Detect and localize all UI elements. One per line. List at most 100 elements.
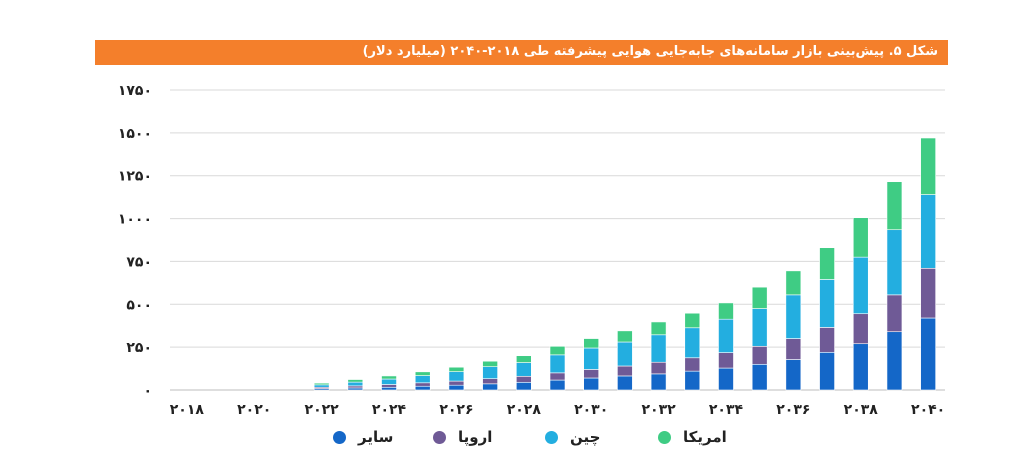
bar-segment-europe-2025 [414, 382, 431, 387]
x-axis: ۲۰۱۸ ۲۰۲۰ ۲۰۲۲ ۲۰۲۴ ۲۰۲۶ ۲۰۲۸ ۲۰۳۰ ۲۰۳۲ ۲۰۳۴ ۲۰۳۶… [170, 402, 945, 418]
bar-segment-europe-2033 [684, 357, 701, 372]
bar-segment-other-2026 [448, 384, 465, 391]
bar-segment-europe-2030 [583, 369, 599, 379]
x-tick-label: ۲۰۲۸ [507, 402, 542, 418]
bar-segment-america-2040 [920, 137, 936, 195]
bar-segment-china-2029 [549, 354, 566, 374]
legend-item-europe: اروپا [433, 428, 492, 446]
bar-segment-china-2033 [684, 327, 701, 359]
bar-segment-europe-2026 [448, 380, 465, 386]
legend-label-america: امریکا [683, 428, 727, 446]
y-tick-label: ۱۵۰۰ [118, 126, 152, 142]
legend-item-other: سایر [333, 428, 393, 446]
legend-item-america: امریکا [658, 428, 727, 446]
bar-segment-america-2024 [381, 375, 397, 380]
chart-title-bar: شکل ۵. پیش‌بینی بازار سامانه‌های جابه‌جا… [95, 40, 948, 65]
bar-segment-america-2022 [313, 382, 330, 386]
bar-segment-europe-2024 [381, 384, 397, 388]
bars [313, 137, 936, 391]
bar-segment-china-2025 [414, 375, 431, 384]
bar-segment-europe-2035 [751, 345, 768, 365]
bar-segment-other-2033 [684, 370, 701, 391]
legend-item-china: چین [545, 428, 600, 446]
bar-segment-other-2028 [516, 381, 532, 391]
bar-segment-america-2033 [684, 312, 701, 329]
bar-segment-america-2039 [886, 181, 903, 231]
bar-segment-america-2031 [617, 330, 633, 343]
y-tick-label: ۷۵۰ [126, 254, 152, 270]
bar-segment-china-2028 [516, 362, 532, 377]
x-tick-label: ۲۰۳۰ [574, 402, 608, 418]
bar-segment-europe-2031 [617, 365, 633, 377]
y-tick-label: ۱۰۰۰ [118, 212, 152, 228]
bar-segment-other-2035 [751, 363, 768, 391]
bar-segment-america-2035 [751, 286, 768, 309]
bar-segment-china-2036 [785, 294, 802, 339]
bar-segment-america-2027 [482, 360, 498, 367]
y-tick-label: ۰ [143, 383, 152, 399]
y-tick-label: ۱۷۵۰ [118, 83, 152, 99]
chart-title: شکل ۵. پیش‌بینی بازار سامانه‌های جابه‌جا… [362, 44, 938, 59]
bar-segment-other-2036 [785, 359, 802, 391]
legend-swatch-europe [433, 430, 446, 444]
legend-swatch-america [658, 430, 671, 444]
bar-segment-america-2023 [347, 379, 364, 383]
bar-segment-other-2034 [718, 367, 734, 391]
bar-segment-china-2027 [482, 366, 498, 379]
x-tick-label: ۲۰۱۸ [170, 402, 205, 418]
bar-segment-america-2029 [549, 345, 566, 356]
x-tick-label: ۲۰۲۰ [237, 402, 271, 418]
x-tick-label: ۲۰۳۸ [844, 402, 879, 418]
bar-segment-china-2034 [718, 318, 734, 353]
bar-segment-china-2026 [448, 371, 465, 382]
bar-segment-other-2031 [617, 375, 633, 391]
bar-segment-europe-2040 [920, 267, 936, 319]
bar-segment-europe-2039 [886, 294, 903, 333]
bar-segment-china-2031 [617, 341, 633, 367]
bar-segment-china-2032 [650, 334, 667, 363]
x-tick-label: ۲۰۴۰ [911, 402, 945, 418]
bar-segment-america-2034 [718, 302, 734, 320]
bar-segment-europe-2029 [549, 372, 566, 381]
bar-segment-other-2038 [852, 343, 869, 391]
bar-segment-america-2037 [819, 247, 835, 280]
legend-label-china: چین [570, 428, 601, 446]
legend-label-other: سایر [358, 428, 394, 446]
bar-segment-other-2027 [482, 383, 498, 391]
legend-label-europe: اروپا [458, 428, 493, 446]
bar-segment-china-2040 [920, 194, 936, 269]
bar-segment-other-2032 [650, 373, 667, 391]
bar-segment-other-2039 [886, 331, 903, 391]
bar-segment-america-2032 [650, 321, 667, 336]
x-tick-label: ۲۰۳۶ [776, 402, 810, 418]
y-tick-label: ۲۵۰ [126, 340, 152, 356]
bar-segment-china-2039 [886, 229, 903, 296]
bar-segment-europe-2038 [852, 313, 869, 345]
bar-segment-europe-2027 [482, 378, 498, 385]
y-axis: ۰ ۲۵۰ ۵۰۰ ۷۵۰ ۱۰۰۰ ۱۲۵۰ ۱۵۰۰ ۱۷۵۰ [118, 83, 152, 399]
bar-segment-europe-2028 [516, 375, 532, 383]
bar-segment-europe-2034 [718, 352, 734, 369]
bar-segment-europe-2032 [650, 361, 667, 375]
legend-swatch-other [333, 430, 346, 444]
x-tick-label: ۲۰۲۴ [372, 402, 407, 418]
bar-segment-other-2040 [920, 317, 936, 391]
bar-segment-america-2028 [516, 355, 532, 363]
bar-segment-other-2023 [347, 387, 364, 391]
bar-segment-china-2030 [583, 347, 599, 370]
bar-segment-other-2029 [549, 379, 566, 391]
bar-segment-china-2022 [313, 384, 330, 388]
x-tick-label: ۲۰۳۴ [709, 402, 744, 418]
x-tick-label: ۲۰۲۲ [305, 402, 340, 418]
bar-segment-china-2038 [852, 256, 869, 315]
bar-segment-europe-2023 [347, 385, 364, 389]
legend: سایر اروپا چین امریکا [0, 428, 1024, 450]
bar-segment-china-2023 [347, 381, 364, 387]
bar-segment-america-2036 [785, 270, 802, 296]
bar-segment-america-2030 [583, 338, 599, 349]
bar-segment-europe-2036 [785, 338, 802, 360]
bar-segment-america-2038 [852, 217, 869, 258]
bar-segment-other-2025 [414, 385, 431, 391]
bar-segment-other-2030 [583, 377, 599, 391]
